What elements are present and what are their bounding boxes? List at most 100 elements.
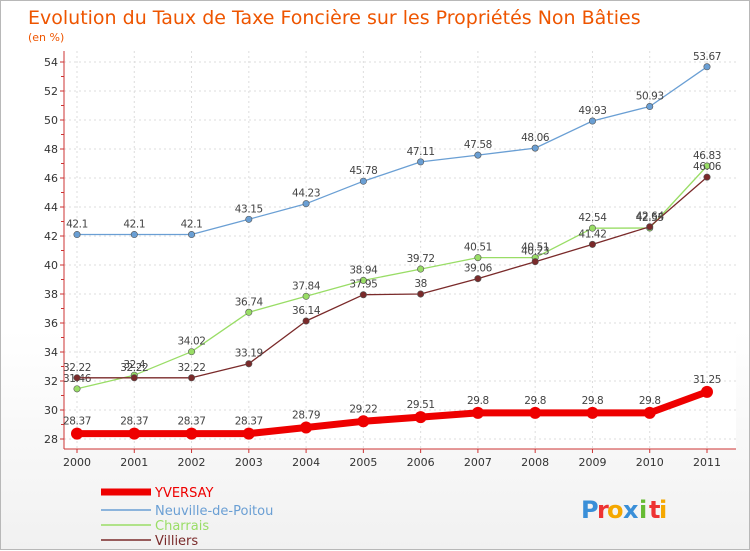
x-tick-label: 2008 — [521, 456, 549, 469]
y-tick-label: 42 — [44, 230, 58, 243]
x-tick-label: 2000 — [63, 456, 91, 469]
data-label: 40.51 — [464, 242, 492, 254]
data-label: 42.1 — [66, 219, 88, 231]
data-label: 32.22 — [120, 362, 148, 374]
y-tick-label: 36 — [44, 317, 58, 330]
y-tick-label: 52 — [44, 85, 58, 98]
series-line — [76, 165, 708, 390]
logo-letter: r — [597, 496, 609, 524]
data-label: 42.1 — [123, 219, 145, 231]
data-label: 44.23 — [292, 188, 320, 200]
data-label: 50.93 — [636, 91, 664, 103]
data-label: 36.74 — [235, 296, 264, 308]
x-tick-label: 2006 — [407, 456, 435, 469]
series-line — [77, 66, 708, 236]
data-point — [414, 411, 427, 424]
series-line — [77, 176, 708, 379]
data-point — [73, 231, 81, 239]
data-point — [703, 162, 711, 170]
data-label: 29.8 — [467, 395, 489, 407]
data-label: 29.22 — [349, 403, 377, 415]
data-label: 28.37 — [120, 416, 148, 428]
data-point — [130, 374, 138, 382]
data-label: 28.37 — [63, 416, 91, 428]
logo-letter: P — [581, 496, 599, 524]
data-point — [357, 415, 370, 428]
data-label: 49.93 — [578, 105, 606, 117]
y-tick-label: 44 — [44, 201, 58, 214]
data-point — [71, 427, 83, 440]
proxiti-logo: Pro x i ti — [581, 496, 667, 524]
data-point — [302, 200, 310, 208]
data-label: 39.72 — [407, 253, 435, 265]
logo-letter: i — [639, 496, 647, 524]
data-label: 47.58 — [464, 139, 492, 151]
logo-letter: o — [607, 496, 624, 524]
data-point — [245, 215, 253, 223]
x-tick-label: 2002 — [178, 456, 206, 469]
chart-subtitle: (en %) — [28, 31, 64, 44]
data-point — [474, 254, 482, 262]
x-tick-label: 2001 — [120, 456, 148, 469]
data-label: 32.22 — [63, 362, 91, 374]
series-villiers: 32.22 32.22 32.22 33.19 36.14 37.95 38 39.06 40.… — [63, 161, 722, 382]
data-label: 46.83 — [693, 150, 721, 162]
data-label: 38.94 — [349, 264, 378, 276]
plot-area — [64, 51, 736, 449]
data-label: 42.54 — [578, 212, 607, 224]
series-line — [77, 388, 709, 438]
data-label: 36.14 — [292, 305, 321, 317]
data-point — [188, 348, 196, 356]
data-label: 47.11 — [407, 146, 435, 158]
chart-title: Evolution du Taux de Taxe Foncière sur l… — [28, 7, 641, 29]
data-label: 29.8 — [639, 395, 661, 407]
x-tick-label: 2004 — [292, 456, 320, 469]
logo-letter: i — [659, 496, 667, 524]
series-charrais: 31.4632.434.0236.7437.8438.9439.7240.514… — [63, 150, 721, 393]
data-point — [73, 374, 81, 382]
data-label: 29.8 — [524, 395, 546, 407]
data-point — [359, 291, 367, 299]
y-tick-label: 40 — [44, 259, 58, 272]
data-label: 46.06 — [693, 161, 722, 173]
data-label: 40.51 — [521, 242, 549, 254]
data-label: 48.06 — [521, 132, 550, 144]
data-point — [245, 360, 253, 368]
data-point — [586, 406, 599, 419]
x-tick-label: 2009 — [578, 456, 606, 469]
x-tick-label: 2007 — [464, 456, 492, 469]
data-point — [588, 240, 596, 248]
data-label: 28.79 — [292, 410, 320, 422]
data-point — [359, 177, 367, 185]
y-tick-label: 46 — [44, 172, 58, 185]
data-point — [701, 385, 713, 398]
data-point — [703, 173, 711, 181]
data-label: 32.22 — [178, 362, 206, 374]
data-point — [646, 103, 654, 111]
data-label: 53.67 — [693, 51, 721, 63]
legend-label: YVERSAY — [154, 486, 213, 501]
data-label: 40.23 — [521, 246, 549, 258]
data-point — [531, 258, 539, 266]
y-tick-label: 28 — [44, 433, 58, 446]
data-point — [588, 224, 596, 232]
logo-letter: t — [649, 496, 660, 524]
data-label: 39.06 — [464, 263, 493, 275]
data-label: 28.37 — [235, 416, 263, 428]
data-label: 32.4 — [123, 359, 145, 371]
data-point — [474, 275, 482, 283]
grid — [64, 51, 736, 449]
data-label: 29.51 — [407, 399, 435, 411]
series-layer: 42.1 42.1 42.1 43.15 44.23 45.78 47.11 47.58 48.… — [63, 51, 722, 440]
data-point — [531, 144, 539, 152]
legend-label: Neuville-de-Poitou — [155, 504, 273, 519]
y-tick-label: 48 — [44, 143, 58, 156]
x-tick-label: 2011 — [693, 456, 721, 469]
data-point — [417, 290, 425, 298]
legend-label: Charrais — [155, 519, 209, 534]
data-point — [73, 385, 81, 393]
data-label: 33.19 — [235, 348, 263, 360]
data-point — [359, 276, 367, 284]
